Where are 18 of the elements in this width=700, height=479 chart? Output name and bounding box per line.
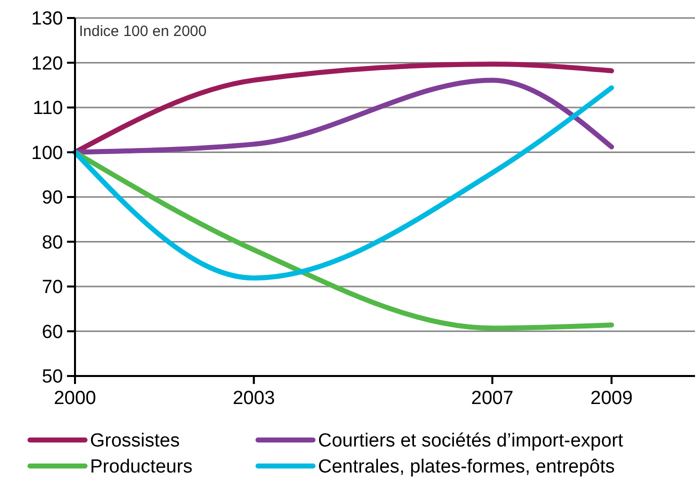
y-tick-label: 60 (42, 322, 63, 343)
y-tick-label: 70 (42, 277, 63, 298)
x-tick-label: 2009 (590, 388, 633, 409)
y-tick-label: 50 (42, 366, 63, 388)
y-tick-label: 120 (31, 53, 63, 74)
y-tick-label: 90 (42, 188, 63, 209)
y-tick-label: 100 (31, 142, 63, 164)
y-tick-label: 110 (32, 98, 63, 120)
legend-label: Centrales, plates-formes, entrepôts (318, 456, 615, 478)
x-tick-label: 2007 (471, 388, 514, 409)
y-tick-label: 130 (31, 8, 63, 30)
legend-label: Grossistes (90, 430, 180, 452)
annotation: Indice 100 en 2000 (79, 23, 207, 40)
x-tick-label: 2000 (54, 388, 96, 409)
x-tick-label: 2003 (232, 388, 275, 409)
y-tick-label: 80 (42, 232, 63, 254)
legend-label: Producteurs (90, 456, 192, 478)
legend-label: Courtiers et sociétés d’import-export (318, 430, 624, 452)
